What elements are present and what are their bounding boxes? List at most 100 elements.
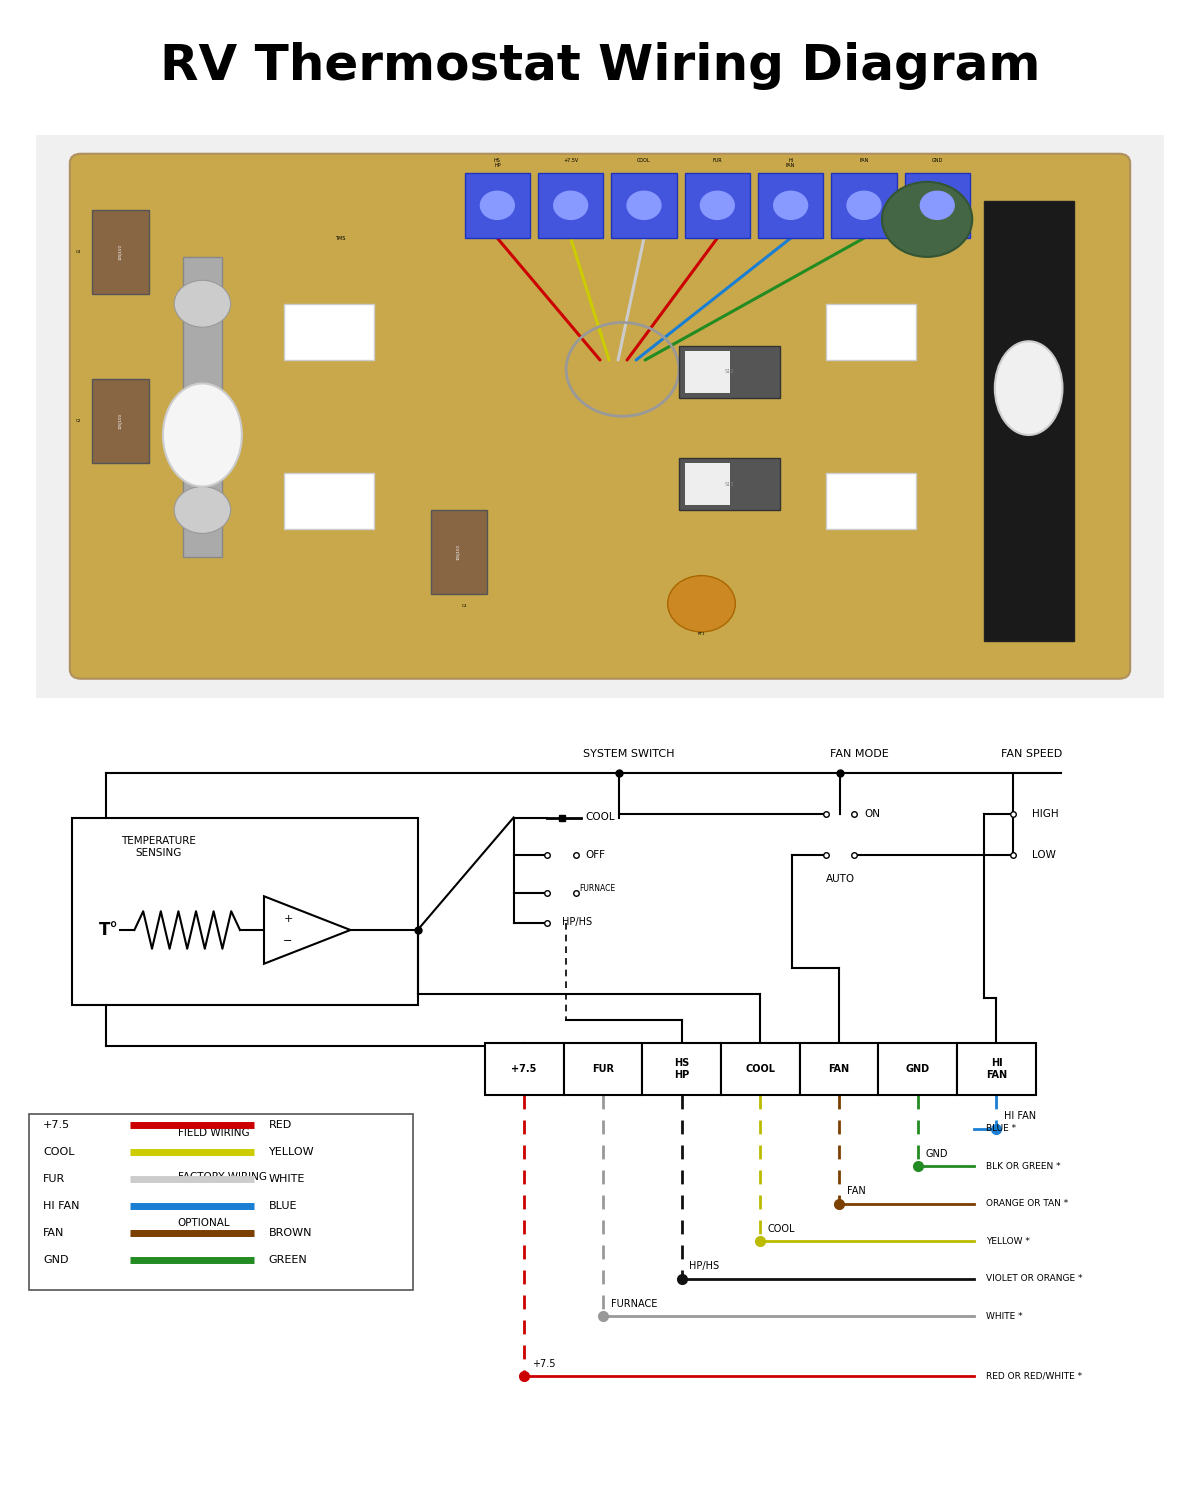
Text: HI FAN: HI FAN [43,1202,79,1210]
Text: +7.5: +7.5 [43,1120,71,1130]
Text: COOL: COOL [637,159,650,164]
Circle shape [628,192,661,219]
Text: T°: T° [98,921,119,939]
Text: 105J100: 105J100 [457,544,461,560]
Text: 105J100: 105J100 [119,244,122,260]
Text: ON: ON [864,808,880,819]
Text: HIGH: HIGH [1032,808,1058,819]
Text: GREEN: GREEN [269,1256,307,1264]
Text: +7.5V: +7.5V [563,159,578,164]
Text: BLK OR GREEN *: BLK OR GREEN * [986,1161,1061,1170]
Bar [464,172,530,238]
Circle shape [701,192,734,219]
Text: C2: C2 [76,419,82,423]
Text: S12: S12 [725,369,734,374]
Text: OFF: OFF [586,850,606,859]
Bar [679,346,780,398]
Bar [826,303,916,360]
Circle shape [774,192,808,219]
Text: COOL: COOL [768,1224,796,1233]
Text: FACTORY WIRING: FACTORY WIRING [178,1173,266,1182]
Bar [92,380,149,464]
Text: HP/HS: HP/HS [689,1262,720,1272]
Bar [642,1042,721,1095]
Text: +: + [283,914,293,924]
Bar [564,1042,642,1095]
Text: HI
FAN: HI FAN [786,159,796,168]
Bar [284,472,374,530]
Bar [684,172,750,238]
Text: COOL: COOL [745,1064,775,1074]
Text: HS
HP: HS HP [494,159,500,168]
Text: RV Thermostat Wiring Diagram: RV Thermostat Wiring Diagram [160,42,1040,90]
Text: FAN: FAN [828,1064,850,1074]
Bar [431,510,487,594]
Text: FIELD WIRING: FIELD WIRING [178,1128,250,1137]
Text: LOW: LOW [1032,850,1056,859]
Text: FAN MODE: FAN MODE [830,748,888,759]
Text: HP/HS: HP/HS [562,918,592,927]
FancyBboxPatch shape [70,154,1130,678]
Bar [758,172,823,238]
Bar [29,1113,413,1290]
Text: +7.5: +7.5 [532,1359,556,1368]
Text: FUR: FUR [713,159,722,164]
Text: TMS: TMS [335,236,346,240]
Text: WHITE: WHITE [269,1174,305,1184]
Text: OPTIONAL: OPTIONAL [178,1218,230,1227]
Text: FAN: FAN [859,159,869,164]
Text: BLUE: BLUE [269,1202,298,1210]
Text: FURNACE: FURNACE [578,885,616,894]
Text: ORANGE OR TAN *: ORANGE OR TAN * [986,1200,1068,1209]
Circle shape [174,280,230,327]
Text: COOL: COOL [43,1148,74,1156]
Ellipse shape [163,384,242,486]
Text: FURNACE: FURNACE [611,1299,656,1308]
Circle shape [480,192,515,219]
Bar [284,303,374,360]
Text: FAN SPEED: FAN SPEED [1001,748,1063,759]
Text: 105J100: 105J100 [119,413,122,429]
Text: AUTO: AUTO [826,873,854,883]
Bar [721,1042,799,1095]
Bar [611,172,677,238]
Bar [679,459,780,510]
Text: −: − [283,936,293,946]
Text: +7.5: +7.5 [511,1064,536,1074]
Bar [182,256,222,556]
Text: GND: GND [925,1149,948,1160]
Text: S12: S12 [725,482,734,486]
Bar [832,172,896,238]
Text: GND: GND [43,1256,68,1264]
Text: BLUE *: BLUE * [986,1125,1016,1134]
Text: FUR: FUR [592,1064,614,1074]
Bar [958,1042,1036,1095]
Bar [92,210,149,294]
Text: HS
HP: HS HP [674,1058,689,1080]
Text: YELLOW: YELLOW [269,1148,314,1156]
Bar [485,1042,564,1095]
Bar [905,172,970,238]
Circle shape [882,182,972,256]
Text: RED: RED [269,1120,292,1130]
Polygon shape [264,897,350,964]
Circle shape [847,192,881,219]
Bar [984,201,1074,642]
Circle shape [667,576,736,632]
Text: COOL: COOL [586,813,616,822]
Text: C4: C4 [76,251,82,254]
Text: FUR: FUR [43,1174,66,1184]
Bar [72,818,418,1005]
Text: VIOLET OR ORANGE *: VIOLET OR ORANGE * [986,1275,1082,1284]
Text: SYSTEM SWITCH: SYSTEM SWITCH [583,748,674,759]
Text: WHITE *: WHITE * [986,1311,1022,1322]
Bar [684,464,730,506]
Text: BROWN: BROWN [269,1228,312,1238]
Circle shape [174,384,230,430]
Text: YELLOW *: YELLOW * [986,1236,1030,1245]
Text: FAN: FAN [847,1186,865,1197]
Text: RED OR RED/WHITE *: RED OR RED/WHITE * [986,1371,1082,1380]
Circle shape [920,192,954,219]
Text: GND: GND [931,159,943,164]
Bar [826,472,916,530]
